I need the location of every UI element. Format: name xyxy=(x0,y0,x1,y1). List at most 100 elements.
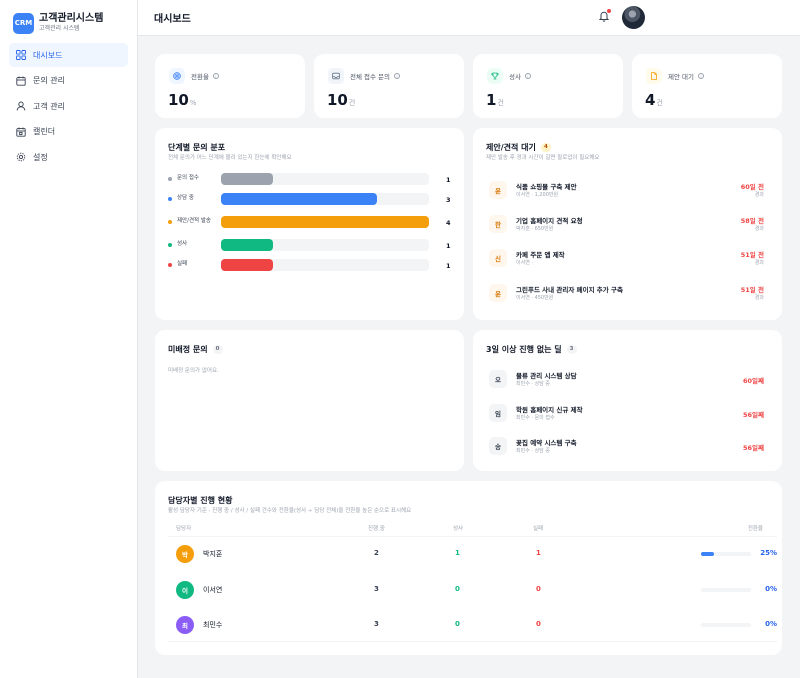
user-avatar[interactable] xyxy=(622,6,645,29)
table-row[interactable]: 이 이서연 3 0 0 0% xyxy=(155,573,790,608)
column-header-rate: 전환율 xyxy=(747,526,763,532)
count-badge: 3 xyxy=(566,345,577,354)
brand-subtitle: 고객관리 시스템 xyxy=(39,25,80,32)
panel-title: 단계별 문의 분포 xyxy=(168,143,226,152)
legend-dot xyxy=(168,263,172,267)
proposal-title: 그린푸드 사내 관리자 페이지 추가 구축 xyxy=(516,286,623,294)
bar xyxy=(221,259,273,271)
conversion-bar-track xyxy=(701,552,751,556)
legend-dot xyxy=(168,177,172,181)
stage-count: 1 xyxy=(446,262,451,270)
info-icon[interactable]: i xyxy=(698,73,704,79)
active-count: 2 xyxy=(374,549,379,557)
stat-label: 성사 i xyxy=(509,71,531,81)
assignee-name: 이서연 xyxy=(203,586,223,594)
stuck-deal-item[interactable]: 송 꽃집 예약 시스템 구축 최민수 · 상담 중 56일째 xyxy=(486,436,768,462)
stat-card-total-inquiries: 전체 접수 문의 i 10건 xyxy=(314,54,464,118)
stat-value: 4건 xyxy=(645,91,663,109)
stuck-deal-item[interactable]: 오 물류 관리 시스템 상담 최민수 · 상담 중 60일째 xyxy=(486,369,768,395)
active-count: 3 xyxy=(374,620,379,628)
sidebar-item-settings[interactable]: 설정 xyxy=(9,145,128,169)
stalled-days: 56일째 xyxy=(742,411,764,419)
conversion-rate: 0% xyxy=(765,620,777,628)
elapsed-label: 경과 xyxy=(754,226,764,232)
proposal-title: 카페 주문 앱 제작 xyxy=(516,251,565,259)
assignee-progress-card: 담당자별 진행 현황 활성 담당자 기준 · 진행 중 / 성사 / 실패 건수… xyxy=(155,481,782,655)
row-divider xyxy=(168,536,777,537)
stat-card-won: 성사 i 1건 xyxy=(473,54,623,118)
info-icon[interactable]: i xyxy=(212,73,219,79)
sidebar-nav: 대시보드 문의 관리 고객 관리 캘린더 설정 xyxy=(0,43,137,169)
customer-initial: 송 xyxy=(489,437,507,455)
stage-count: 1 xyxy=(446,242,451,250)
brand[interactable]: CRM 고객관리시스템 고객관리 시스템 xyxy=(0,0,137,36)
proposal-item[interactable]: 윤 식품 쇼핑몰 구축 제안 이서연 · 1,200만원 60일 전 경과 xyxy=(486,180,768,206)
proposal-title: 식품 쇼핑몰 구축 제안 xyxy=(516,183,577,191)
user-icon xyxy=(16,101,26,111)
bar xyxy=(221,173,273,185)
stage-count: 1 xyxy=(446,176,451,184)
sidebar-item-customers[interactable]: 고객 관리 xyxy=(9,94,128,118)
stage-count: 4 xyxy=(446,219,451,227)
won-count: 0 xyxy=(455,620,460,628)
customer-initial: 신 xyxy=(489,249,507,267)
elapsed-days: 51일 전 xyxy=(740,251,764,259)
elapsed-days: 58일 전 xyxy=(740,217,764,225)
stat-label: 전환율 i xyxy=(191,71,219,81)
deal-title: 물류 관리 시스템 상담 xyxy=(516,372,577,380)
legend-dot xyxy=(168,243,172,247)
column-header-lost: 실패 xyxy=(533,526,544,532)
proposal-waiting-card: 제안/견적 대기 4 제안 발송 후 경과 시간이 길면 팔로업이 필요해요 윤 식… xyxy=(473,128,782,320)
stage-label: 실패 xyxy=(177,261,188,267)
stat-icon-box xyxy=(169,68,185,84)
table-row[interactable]: 박 박지훈 2 1 1 25% xyxy=(155,537,790,572)
row-divider xyxy=(168,641,777,642)
sidebar-item-label: 고객 관리 xyxy=(33,101,65,111)
stat-label: 전체 접수 문의 i xyxy=(350,71,401,81)
trophy-icon xyxy=(491,72,499,80)
conversion-rate: 25% xyxy=(760,549,777,557)
deal-title: 꽃집 예약 시스템 구축 xyxy=(516,439,577,447)
customer-initial: 윤 xyxy=(489,284,507,302)
bell-icon[interactable] xyxy=(598,10,610,22)
info-icon[interactable]: i xyxy=(524,73,531,79)
sidebar-item-dashboard[interactable]: 대시보드 xyxy=(9,43,128,67)
deal-meta: 최민수 · 상담 중 xyxy=(516,381,550,387)
won-count: 1 xyxy=(455,549,460,557)
proposal-item[interactable]: 윤 그린푸드 사내 관리자 페이지 추가 구축 이서연 · 450만원 51일 전 경과 xyxy=(486,283,768,309)
assignee-avatar: 박 xyxy=(176,545,194,563)
document-icon xyxy=(651,72,657,80)
customer-initial: 윤 xyxy=(489,181,507,199)
sidebar-item-calendar[interactable]: 캘린더 xyxy=(9,120,128,144)
bar-track xyxy=(221,239,429,251)
stat-card-conversion: 전환율 i 10% xyxy=(155,54,305,118)
distribution-row: 문의 접수 1 xyxy=(168,173,454,185)
stat-card-proposal-pending: 제안 대기 i 4건 xyxy=(632,54,782,118)
stat-value: 10% xyxy=(168,91,197,109)
assignee-name: 박지훈 xyxy=(203,550,223,558)
bar-track xyxy=(221,193,429,205)
proposal-meta: 이서연 · xyxy=(516,260,533,266)
sidebar-item-inquiries[interactable]: 문의 관리 xyxy=(9,69,128,93)
proposal-item[interactable]: 한 기업 홈페이지 견적 요청 박지훈 · 650만원 58일 전 경과 xyxy=(486,214,768,240)
conversion-bar-fill xyxy=(701,552,714,556)
active-count: 3 xyxy=(374,585,379,593)
stage-distribution-card: 단계별 문의 분포 전체 문의가 어느 단계에 몰려 있는지 한눈에 확인해요 … xyxy=(155,128,464,320)
stat-icon-box xyxy=(328,68,344,84)
sidebar: CRM 고객관리시스템 고객관리 시스템 대시보드 문의 관리 고객 관리 캘린… xyxy=(0,0,138,678)
stuck-deal-item[interactable]: 임 학원 홈페이지 신규 제작 최민수 · 문의 접수 56일째 xyxy=(486,403,768,429)
proposal-meta: 이서연 · 450만원 xyxy=(516,295,554,301)
panel-title: 제안/견적 대기 4 xyxy=(486,142,551,153)
proposal-item[interactable]: 신 카페 주문 앱 제작 이서연 · 51일 전 경과 xyxy=(486,248,768,274)
count-badge: 4 xyxy=(540,143,551,152)
lost-count: 0 xyxy=(536,585,541,593)
elapsed-label: 경과 xyxy=(754,192,764,198)
table-row[interactable]: 최 최민수 3 0 0 0% xyxy=(155,608,790,643)
column-header-won: 성사 xyxy=(453,526,464,532)
grid-icon xyxy=(16,50,26,60)
customer-initial: 오 xyxy=(489,370,507,388)
distribution-row: 상담 중 3 xyxy=(168,193,454,205)
info-icon[interactable]: i xyxy=(394,73,401,79)
panel-title: 담당자별 진행 현황 xyxy=(168,496,233,505)
